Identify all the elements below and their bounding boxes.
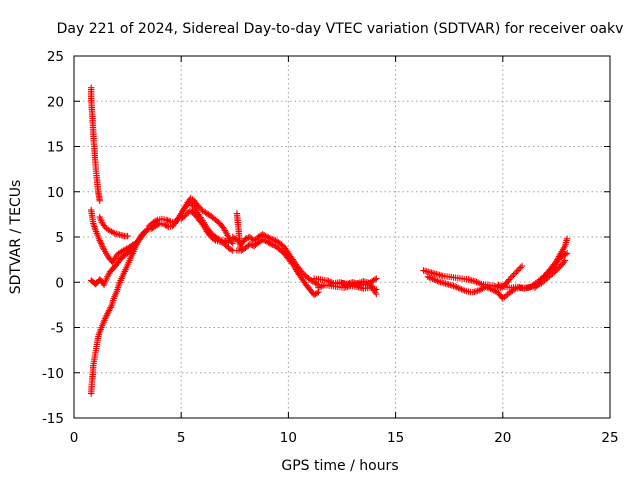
data-point [563,235,571,242]
data-point [188,200,195,208]
data-point [262,237,269,245]
data-point [189,202,196,209]
data-point [269,236,276,243]
data-point [100,222,108,229]
data-point [511,270,519,277]
data-point [182,203,189,211]
data-point [517,264,524,271]
series-late-b [424,257,569,302]
data-point [228,246,235,253]
data-point [508,273,516,280]
data-point [510,271,517,279]
data-point [165,217,173,225]
data-point [516,265,523,273]
data-point [141,229,148,236]
series-hump-c [178,207,236,254]
data-point [220,240,228,247]
data-point [218,238,225,246]
data-point [245,234,252,241]
data-point [313,280,321,288]
series-mid-b [233,236,322,299]
data-point [183,202,191,209]
data-point [562,251,569,258]
data-point [269,241,276,248]
data-point [260,237,268,244]
data-point [153,217,160,224]
data-point [182,212,189,219]
y-tick-label: -15 [42,411,64,427]
series-late-a [420,262,526,291]
data-point [246,241,253,248]
y-tick-label: 10 [47,185,64,201]
x-axis: 0 5 10 15 20 25 [70,56,619,446]
series-early-plateau [96,213,131,240]
data-point [268,235,275,242]
chart-title: Day 221 of 2024, Sidereal Day-to-day VTE… [57,21,624,37]
x-tick-label: 20 [494,430,511,446]
data-point [514,267,521,274]
data-point [96,197,103,204]
data-point [98,240,105,247]
data-point [268,241,275,248]
data-point [371,276,379,283]
x-tick-label: 15 [387,430,404,446]
x-tick-label: 10 [280,430,297,446]
data-point [259,236,266,243]
y-axis: -15 -10 -5 0 5 10 15 20 25 [42,49,610,427]
data-point [507,274,514,282]
data-point [373,275,380,282]
data-point [229,240,236,247]
data-point [97,238,104,246]
data-point [99,243,106,250]
series-late-d [531,250,571,291]
x-tick-label: 5 [177,430,186,446]
y-axis-label: SDTVAR / TECUs [8,180,24,295]
data-point [249,242,256,249]
x-axis-label: GPS time / hours [281,458,398,474]
y-tick-label: 20 [47,94,64,110]
data-point [163,216,170,223]
data-point [183,210,191,217]
data-point [233,236,241,243]
data-point [373,290,380,298]
data-point [513,268,520,276]
data-point [186,199,193,206]
data-point [266,240,273,247]
data-point [216,238,223,245]
y-tick-label: 15 [47,140,64,156]
data-point [313,289,321,297]
data-point [518,262,526,270]
y-tick-label: -10 [42,366,64,382]
grid [74,56,610,418]
series-tail-c [328,278,380,298]
series-mid-a [229,231,322,289]
y-tick-label: 5 [55,230,64,246]
data-point [180,213,188,220]
data-point [90,221,97,229]
x-tick-label: 25 [601,430,618,446]
data-points [88,84,571,397]
data-point [506,276,513,283]
data-point [270,236,278,244]
data-point [242,235,249,242]
y-tick-label: 25 [47,49,64,65]
data-point [561,257,569,264]
data-point [560,258,568,266]
y-tick-label: 0 [55,275,64,291]
y-tick-label: -5 [51,321,64,337]
data-point [124,232,131,240]
series-early-low [88,224,153,289]
data-point [96,237,103,244]
series-early-decay [88,206,146,266]
series-spike-upper [88,84,103,204]
x-tick-label: 0 [70,430,79,446]
data-point [195,203,202,210]
data-point [210,236,218,243]
data-point [563,250,571,257]
data-point [143,227,150,235]
data-point [100,245,107,252]
data-point [196,204,203,211]
data-point [164,217,171,224]
